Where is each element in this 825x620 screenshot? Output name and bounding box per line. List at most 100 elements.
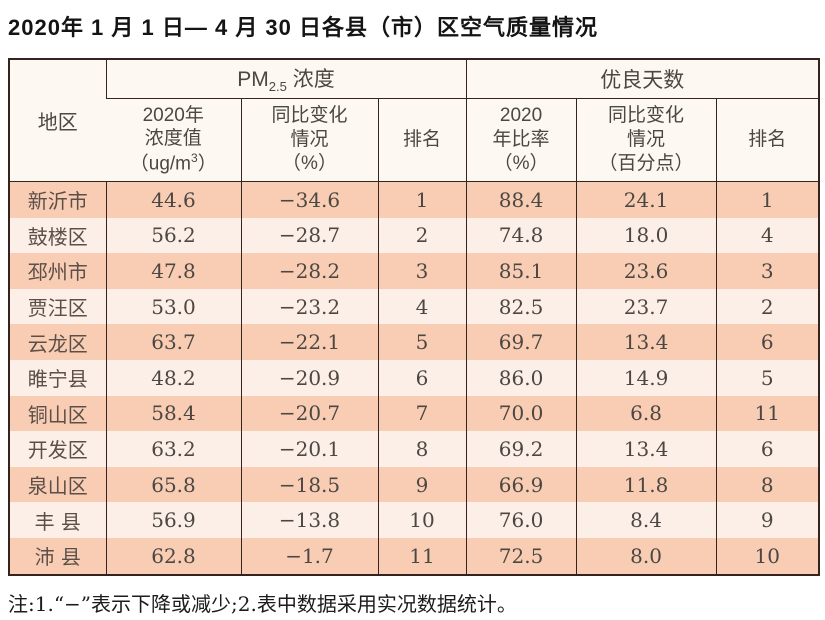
days-change-cell: 13.4 xyxy=(575,324,717,360)
pm-value-cell: 56.2 xyxy=(105,217,241,254)
pm-value-cell: 47.8 xyxy=(105,253,241,289)
col-header-days-rate: 2020 年比率 （%） xyxy=(465,98,577,182)
table-body: 新沂市 44.6 −34.6 1 88.4 24.1 1 鼓楼区 56.2 −2… xyxy=(9,181,820,575)
days-change-cell: 23.6 xyxy=(575,253,717,289)
days-change-cell: 8.4 xyxy=(575,502,717,538)
region-cell: 睢宁县 xyxy=(9,359,106,396)
days-rank-cell: 2 xyxy=(715,288,820,325)
days-rate-cell: 69.2 xyxy=(465,431,577,467)
region-cell: 开发区 xyxy=(9,431,106,467)
table-row: 沛 县 62.8 −1.7 11 72.5 8.0 10 xyxy=(9,537,820,575)
col-header-pm-value: 2020年 浓度值 （ug/m3） xyxy=(106,98,241,182)
pm-value-cell: 48.2 xyxy=(105,359,241,396)
pm-label-suffix: 浓度 xyxy=(286,68,335,92)
pm-rank-cell: 3 xyxy=(377,253,467,289)
pm-change-cell: −28.2 xyxy=(240,253,378,289)
table-row: 睢宁县 48.2 −20.9 6 86.0 14.9 5 xyxy=(9,359,820,396)
table-header: 地区 PM2.5 浓度 优良天数 2020年 浓度值 （ug/m3） 同比变化 … xyxy=(9,59,820,182)
table-row: 丰 县 56.9 −13.8 10 76.0 8.4 9 xyxy=(9,502,820,538)
pm-change-cell: −20.9 xyxy=(240,359,378,396)
days-change-cell: 8.0 xyxy=(575,537,717,575)
pm-rank-cell: 5 xyxy=(377,324,467,360)
pm-rank-cell: 6 xyxy=(377,359,467,396)
table-row: 邳州市 47.8 −28.2 3 85.1 23.6 3 xyxy=(9,253,820,289)
table-row: 云龙区 63.7 −22.1 5 69.7 13.4 6 xyxy=(9,324,820,360)
pm-rank-cell: 1 xyxy=(377,181,467,218)
pm-change-cell: −20.7 xyxy=(240,395,378,432)
days-rank-cell: 1 xyxy=(715,181,820,218)
col-group-good-days: 优良天数 xyxy=(465,59,820,99)
days-rank-cell: 11 xyxy=(715,395,820,432)
pm-rank-cell: 4 xyxy=(377,288,467,325)
pm-value-cell: 53.0 xyxy=(105,288,241,325)
pm-rank-cell: 11 xyxy=(377,537,467,575)
days-rate-cell: 69.7 xyxy=(465,324,577,360)
days-rank-cell: 8 xyxy=(715,466,820,503)
days-rank-cell: 5 xyxy=(715,359,820,396)
days-rate-cell: 74.8 xyxy=(465,217,577,254)
col-header-days-rank: 排名 xyxy=(715,98,820,182)
header-group-row: 地区 PM2.5 浓度 优良天数 xyxy=(9,59,820,182)
pm-label-subscript: 2.5 xyxy=(268,79,287,95)
days-change-cell: 13.4 xyxy=(575,431,717,467)
col-header-pm-rank: 排名 xyxy=(377,98,467,182)
pm-change-cell: −28.7 xyxy=(240,217,378,254)
region-cell: 丰 县 xyxy=(9,502,106,538)
table-row: 开发区 63.2 −20.1 8 69.2 13.4 6 xyxy=(9,431,820,467)
days-rate-cell: 66.9 xyxy=(465,466,577,503)
pm-value-cell: 62.8 xyxy=(105,537,241,575)
page-title: 2020年 1 月 1 日— 4 月 30 日各县（市）区空气质量情况 xyxy=(8,15,599,40)
days-rank-cell: 9 xyxy=(715,502,820,538)
region-cell: 云龙区 xyxy=(9,324,106,360)
days-change-cell: 11.8 xyxy=(575,466,717,503)
col-header-days-change: 同比变化 情况 （百分点） xyxy=(575,98,717,182)
region-cell: 铜山区 xyxy=(9,395,106,432)
pm-change-cell: −22.1 xyxy=(240,324,378,360)
pm-change-cell: −34.6 xyxy=(240,181,378,218)
pm-change-cell: −1.7 xyxy=(240,537,378,575)
days-change-cell: 14.9 xyxy=(575,359,717,396)
days-rate-cell: 72.5 xyxy=(465,537,577,575)
region-cell: 沛 县 xyxy=(9,537,106,575)
days-rate-cell: 88.4 xyxy=(465,181,577,218)
days-change-cell: 18.0 xyxy=(575,217,717,254)
pm-rank-cell: 8 xyxy=(377,431,467,467)
table-row: 鼓楼区 56.2 −28.7 2 74.8 18.0 4 xyxy=(9,217,820,254)
days-rank-cell: 6 xyxy=(715,431,820,467)
region-cell: 邳州市 xyxy=(9,253,106,289)
days-rate-cell: 76.0 xyxy=(465,502,577,538)
pm-rank-cell: 7 xyxy=(377,395,467,432)
region-cell: 贾汪区 xyxy=(9,288,106,325)
air-quality-table: 地区 PM2.5 浓度 优良天数 2020年 浓度值 （ug/m3） 同比变化 … xyxy=(8,58,821,576)
region-cell: 鼓楼区 xyxy=(9,217,106,254)
days-rank-cell: 3 xyxy=(715,253,820,289)
days-rate-cell: 82.5 xyxy=(465,288,577,325)
days-rate-cell: 86.0 xyxy=(465,359,577,396)
region-cell: 泉山区 xyxy=(9,466,106,503)
days-rank-cell: 10 xyxy=(715,537,820,575)
region-cell: 新沂市 xyxy=(9,181,106,218)
days-rank-cell: 6 xyxy=(715,324,820,360)
footnote: 注:1.“−”表示下降或减少;2.表中数据采用实况数据统计。 xyxy=(8,592,517,616)
pm-value-cell: 58.4 xyxy=(105,395,241,432)
table-row: 新沂市 44.6 −34.6 1 88.4 24.1 1 xyxy=(9,181,820,218)
pm-rank-cell: 9 xyxy=(377,466,467,503)
col-group-pm25: PM2.5 浓度 xyxy=(105,59,467,99)
pm-change-cell: −20.1 xyxy=(240,431,378,467)
pm-value-cell: 56.9 xyxy=(105,502,241,538)
table-row: 泉山区 65.8 −18.5 9 66.9 11.8 8 xyxy=(9,466,820,503)
pm-change-cell: −13.8 xyxy=(240,502,378,538)
table-row: 贾汪区 53.0 −23.2 4 82.5 23.7 2 xyxy=(9,288,820,325)
col-header-region: 地区 xyxy=(9,59,106,182)
unit-superscript: 3 xyxy=(191,151,198,166)
days-rate-cell: 70.0 xyxy=(465,395,577,432)
days-change-cell: 24.1 xyxy=(575,181,717,218)
col-header-pm-change: 同比变化 情况 （%） xyxy=(240,98,378,182)
days-rank-cell: 4 xyxy=(715,217,820,254)
pm-change-cell: −18.5 xyxy=(240,466,378,503)
pm-change-cell: −23.2 xyxy=(240,288,378,325)
table-row: 铜山区 58.4 −20.7 7 70.0 6.8 11 xyxy=(9,395,820,432)
header-sub-row: 2020年 浓度值 （ug/m3） 同比变化 情况 （%） 排名 2020 年比… xyxy=(9,98,820,182)
pm-label-prefix: PM xyxy=(237,68,269,92)
